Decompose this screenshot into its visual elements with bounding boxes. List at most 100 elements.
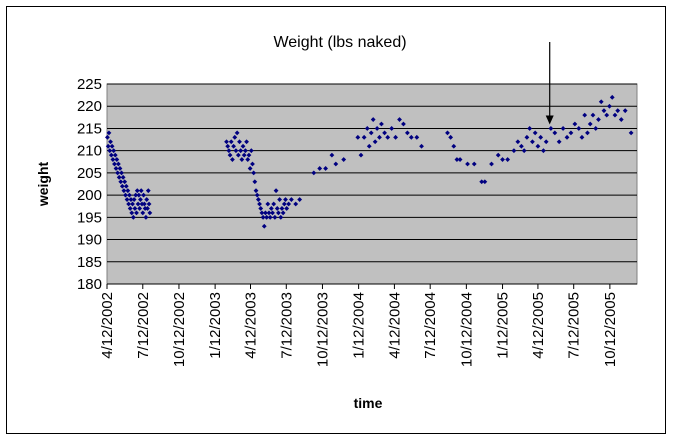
- data-point: [579, 134, 585, 140]
- y-axis-title: weight: [35, 162, 51, 208]
- data-point: [238, 148, 244, 154]
- data-point: [401, 121, 406, 127]
- data-point: [341, 157, 347, 162]
- data-point: [224, 139, 229, 145]
- data-point: [108, 152, 114, 158]
- x-tick-label: 4/12/2002: [99, 292, 116, 359]
- data-point: [281, 201, 287, 207]
- data-point: [279, 206, 285, 211]
- data-point: [116, 161, 121, 167]
- data-point: [112, 152, 118, 158]
- data-point: [274, 206, 280, 211]
- x-tick-label: 7/12/2003: [278, 292, 295, 359]
- x-tick-label: 10/12/2004: [458, 292, 475, 367]
- data-point: [596, 117, 601, 122]
- data-point: [111, 148, 117, 154]
- data-point: [374, 126, 380, 131]
- y-tick-label: 220: [77, 98, 102, 115]
- data-point: [258, 206, 264, 211]
- data-point: [128, 197, 134, 202]
- data-point: [227, 152, 233, 158]
- data-point: [123, 183, 129, 189]
- y-tick-label: 200: [77, 187, 102, 204]
- x-axis-ticks: 4/12/2002 7/12/2002 10/12/2002 1/12/2003 4/1…: [99, 284, 619, 367]
- data-point: [364, 126, 370, 131]
- data-point: [119, 170, 124, 176]
- data-point: [135, 201, 141, 207]
- y-tick-label: 185: [77, 254, 102, 271]
- data-point: [246, 152, 252, 158]
- data-point: [532, 130, 538, 136]
- data-point: [119, 183, 125, 189]
- data-point: [556, 139, 562, 145]
- chart-title: Weight (lbs naked): [273, 34, 406, 51]
- data-point: [505, 157, 511, 162]
- data-point: [118, 179, 124, 185]
- x-tick-label: 7/12/2005: [566, 292, 583, 359]
- data-point: [137, 206, 143, 211]
- x-tick-label: 1/12/2005: [495, 292, 512, 359]
- data-point: [585, 130, 590, 136]
- x-tick-label: 7/12/2004: [422, 292, 439, 359]
- data-point: [252, 179, 258, 185]
- data-point: [122, 179, 128, 185]
- data-point: [233, 148, 239, 154]
- data-point: [489, 161, 494, 167]
- data-point: [590, 112, 596, 118]
- data-point: [226, 148, 232, 154]
- data-point: [251, 170, 257, 176]
- data-point: [145, 206, 150, 211]
- data-point: [317, 166, 323, 171]
- data-point: [564, 134, 570, 140]
- data-point: [370, 117, 376, 122]
- x-tick-label: 7/12/2002: [135, 292, 152, 359]
- x-tick-label: 10/12/2005: [602, 292, 619, 367]
- data-point: [132, 206, 138, 211]
- data-point: [127, 192, 132, 198]
- data-point: [124, 197, 130, 202]
- annotation-arrow: [545, 42, 554, 125]
- data-point: [232, 134, 238, 140]
- data-point: [471, 161, 477, 167]
- y-tick-label: 190: [77, 232, 102, 249]
- data-point: [106, 130, 112, 136]
- data-point: [524, 134, 530, 140]
- data-point: [136, 192, 142, 198]
- y-tick-label: 205: [77, 165, 102, 182]
- data-point: [228, 139, 234, 145]
- data-point: [548, 126, 554, 131]
- data-point: [521, 148, 527, 154]
- data-point: [105, 143, 111, 149]
- annotation-arrow-head: [545, 115, 554, 125]
- data-point: [264, 214, 270, 220]
- data-point: [582, 112, 588, 118]
- data-point: [231, 143, 237, 149]
- data-point: [143, 214, 149, 220]
- data-point: [284, 206, 290, 211]
- data-point: [117, 166, 123, 171]
- data-point: [355, 134, 361, 140]
- data-point: [130, 214, 136, 220]
- data-point: [108, 139, 113, 145]
- data-point: [270, 210, 275, 216]
- data-point: [495, 152, 501, 158]
- data-point: [127, 206, 133, 211]
- data-point: [601, 108, 607, 114]
- data-point: [448, 134, 454, 140]
- data-point: [131, 197, 137, 202]
- data-point: [104, 134, 110, 140]
- data-point: [240, 143, 246, 149]
- data-point: [146, 201, 152, 207]
- data-point: [144, 197, 150, 202]
- data-point: [552, 130, 558, 136]
- data-point: [267, 214, 273, 220]
- x-tick-label: 1/12/2003: [207, 292, 224, 359]
- data-point: [276, 210, 281, 216]
- x-tick-label: 4/12/2003: [243, 292, 260, 359]
- data-point: [382, 130, 387, 136]
- data-point: [145, 188, 151, 194]
- data-point: [250, 161, 255, 167]
- data-point: [244, 139, 249, 145]
- data-point: [538, 134, 544, 140]
- data-point: [237, 139, 242, 145]
